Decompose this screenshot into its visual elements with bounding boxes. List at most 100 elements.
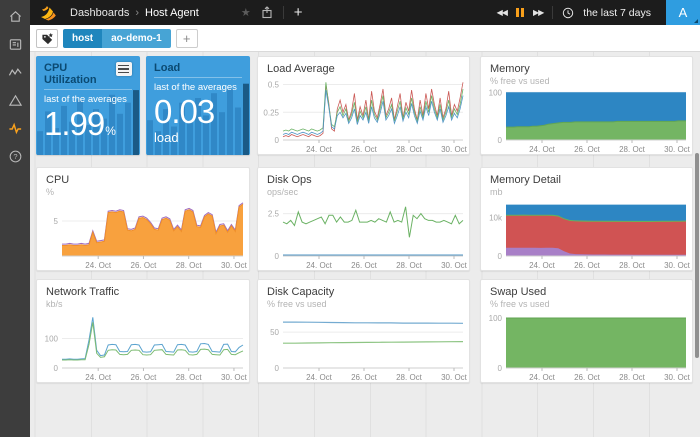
svg-text:28. Oct: 28. Oct [396,261,423,270]
svg-text:28. Oct: 28. Oct [619,261,646,270]
add-dashboard-button[interactable]: + [294,5,303,20]
svg-text:24. Oct: 24. Oct [85,373,112,382]
svg-text:24. Oct: 24. Oct [529,373,556,382]
breadcrumb-section[interactable]: Dashboards [70,7,129,19]
svg-text:28. Oct: 28. Oct [396,145,423,154]
disk-capacity-chart[interactable]: 50024. Oct26. Oct28. Oct30. Oct [258,309,469,382]
tile-title: Load [154,62,180,74]
svg-text:30. Oct: 30. Oct [441,145,468,154]
disk-ops-chart[interactable]: 2.5024. Oct26. Oct28. Oct30. Oct [258,197,469,270]
svg-text:0.5: 0.5 [268,80,280,89]
svg-text:2.5: 2.5 [268,210,280,219]
svg-text:100: 100 [489,314,503,323]
svg-text:?: ? [13,152,17,161]
tile-load[interactable]: Load last of the averages 0.03load [146,56,250,155]
tag-filter-button[interactable] [36,29,58,48]
svg-text:26. Oct: 26. Oct [574,373,601,382]
svg-text:30. Oct: 30. Oct [664,145,691,154]
sidebar: ? [0,0,30,437]
top-header: Dashboards › Host Agent ★ + ◀◀ ▶▶ the la… [30,0,700,25]
filter-tag-value[interactable]: ao-demo-1 [102,29,171,48]
panel-cpu: CPU% 524. Oct26. Oct28. Oct30. Oct [36,167,250,271]
svg-text:24. Oct: 24. Oct [529,145,556,154]
alerts-icon[interactable] [8,93,23,108]
favorite-star-icon[interactable]: ★ [241,6,251,19]
svg-text:10k: 10k [489,214,503,223]
panel-title: Load Average [267,63,460,76]
svg-text:28. Oct: 28. Oct [619,373,646,382]
tile-value: 1.99% [44,107,132,142]
svg-text:0.25: 0.25 [263,108,279,117]
svg-text:28. Oct: 28. Oct [396,373,423,382]
svg-text:0: 0 [498,136,503,145]
add-filter-button[interactable]: + [176,29,198,48]
active-filter-tag[interactable]: host ao-demo-1 [63,29,171,48]
memory-chart[interactable]: 100 0 24. Oct 26. Oct 28. Oct 30. Oct [481,86,692,154]
svg-text:5: 5 [54,217,59,226]
svg-text:30. Oct: 30. Oct [664,373,691,382]
svg-text:26. Oct: 26. Oct [351,145,378,154]
svg-text:30. Oct: 30. Oct [221,373,248,382]
metrics-icon[interactable] [8,65,23,80]
svg-text:0: 0 [275,364,280,373]
svg-text:100: 100 [45,335,59,344]
dashboard-grid: CPU Utilization last of the averages 1.9… [30,52,700,437]
panel-swap-used: Swap Used% free vs used 100 0 24. Oct 26. O… [480,279,693,383]
pulse-icon[interactable] [8,121,23,136]
panel-subtitle: % free vs used [490,299,683,310]
svg-text:0: 0 [498,364,503,373]
svg-text:30. Oct: 30. Oct [441,373,468,382]
panel-load-average: Load Average 0.50.25024. Oct26. Oct28. O… [257,56,470,155]
svg-text:30. Oct: 30. Oct [664,261,691,270]
svg-text:26. Oct: 26. Oct [574,145,601,154]
panel-title: Swap Used [490,286,683,299]
help-icon[interactable]: ? [8,149,23,164]
tile-unit: % [105,124,116,138]
tile-subtitle: last of the averages [154,82,242,93]
svg-text:24. Oct: 24. Oct [306,373,333,382]
panel-network-traffic: Network Traffickb/s 100024. Oct26. Oct28… [36,279,250,383]
svg-text:28. Oct: 28. Oct [176,373,203,382]
time-forward-button[interactable]: ▶▶ [533,8,543,17]
swap-used-chart[interactable]: 100 0 24. Oct 26. Oct 28. Oct 30. Oct [481,309,692,382]
filter-tag-key[interactable]: host [63,29,102,48]
panel-memory-detail: Memory Detailmb 10k024. Oct26. Oct28. Oc… [480,167,693,271]
dashboards-icon[interactable] [8,37,23,52]
time-range-selector[interactable]: the last 7 days [583,7,651,19]
tile-cpu-utilization[interactable]: CPU Utilization last of the averages 1.9… [36,56,140,155]
home-icon[interactable] [8,9,23,24]
user-avatar[interactable]: A [666,0,700,25]
panel-subtitle: mb [490,187,683,198]
breadcrumb-separator: › [135,7,139,19]
panel-subtitle: kb/s [46,299,240,310]
solarwinds-logo-icon[interactable] [38,4,62,22]
panel-title: Memory Detail [490,174,683,187]
panel-title: CPU [46,174,240,187]
app-window: ? Dashboards › Host Agent ★ + ◀◀ ▶▶ the … [0,0,700,437]
svg-text:100: 100 [489,89,503,98]
svg-text:26. Oct: 26. Oct [131,261,158,270]
panel-disk-ops: Disk Opsops/sec 2.5024. Oct26. Oct28. Oc… [257,167,470,271]
share-icon[interactable] [261,6,273,19]
tile-subtitle: last of the averages [44,94,132,105]
header-divider [283,6,284,19]
cpu-chart[interactable]: 524. Oct26. Oct28. Oct30. Oct [37,197,249,270]
svg-text:30. Oct: 30. Oct [441,261,468,270]
svg-text:26. Oct: 26. Oct [351,373,378,382]
svg-text:0: 0 [498,252,503,261]
pause-button[interactable] [516,8,524,17]
tile-menu-button[interactable] [116,62,132,76]
breadcrumb-page-title: Host Agent [145,7,199,19]
panel-memory: Memory% free vs used 100024. Oct26. Oct2… [480,56,693,155]
svg-text:28. Oct: 28. Oct [619,145,646,154]
panel-title: Network Traffic [46,286,240,299]
svg-text:26. Oct: 26. Oct [351,261,378,270]
load-average-chart[interactable]: 0.50.25024. Oct26. Oct28. Oct30. Oct [258,76,469,154]
tile-value: 0.03load [154,95,242,144]
vertical-scrollbar[interactable] [695,153,699,358]
memory-detail-chart[interactable]: 10k024. Oct26. Oct28. Oct30. Oct [481,197,692,270]
svg-text:24. Oct: 24. Oct [306,261,333,270]
tile-unit: load [154,131,242,144]
time-rewind-button[interactable]: ◀◀ [497,8,507,17]
network-traffic-chart[interactable]: 100024. Oct26. Oct28. Oct30. Oct [37,309,249,382]
